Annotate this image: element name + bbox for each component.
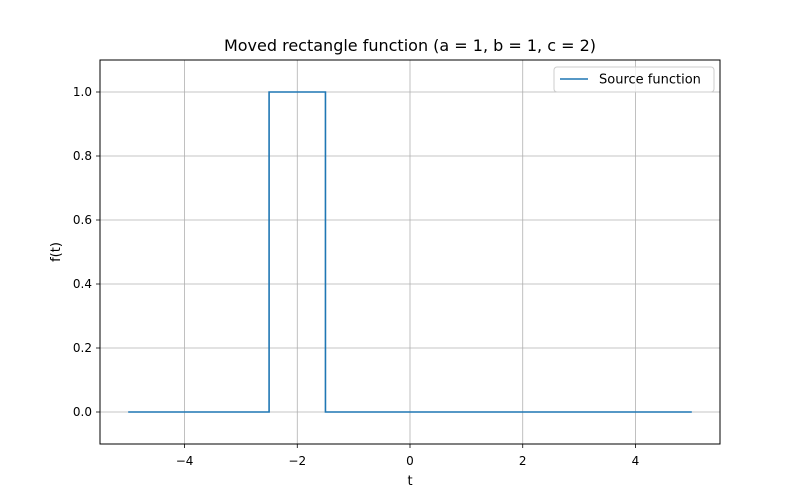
x-tick-label: −2: [288, 454, 306, 468]
x-axis-label: t: [407, 474, 412, 489]
x-tick-label: 4: [632, 454, 640, 468]
chart-title: Moved rectangle function (a = 1, b = 1, …: [224, 36, 596, 55]
y-tick-label: 0.4: [73, 277, 92, 291]
y-tick-label: 1.0: [73, 85, 92, 99]
legend: Source function: [553, 66, 715, 93]
x-tick-label: 2: [519, 454, 527, 468]
legend-box: [553, 66, 715, 93]
y-tick-label: 0.8: [73, 149, 92, 163]
series-line: [128, 91, 692, 413]
y-tick-label: 0.0: [73, 405, 92, 419]
y-axis-label: f(t): [49, 242, 64, 262]
x-tick-label: 0: [406, 454, 414, 468]
ticks: −4 −2 0 2 4 0.0 0.2 0.4 0.6 0.8 1.0: [73, 85, 639, 468]
legend-label: Source function: [599, 73, 701, 88]
series-layer: [128, 91, 692, 413]
y-tick-label: 0.2: [73, 341, 92, 355]
y-tick-label: 0.6: [73, 213, 92, 227]
x-tick-label: −4: [176, 454, 194, 468]
